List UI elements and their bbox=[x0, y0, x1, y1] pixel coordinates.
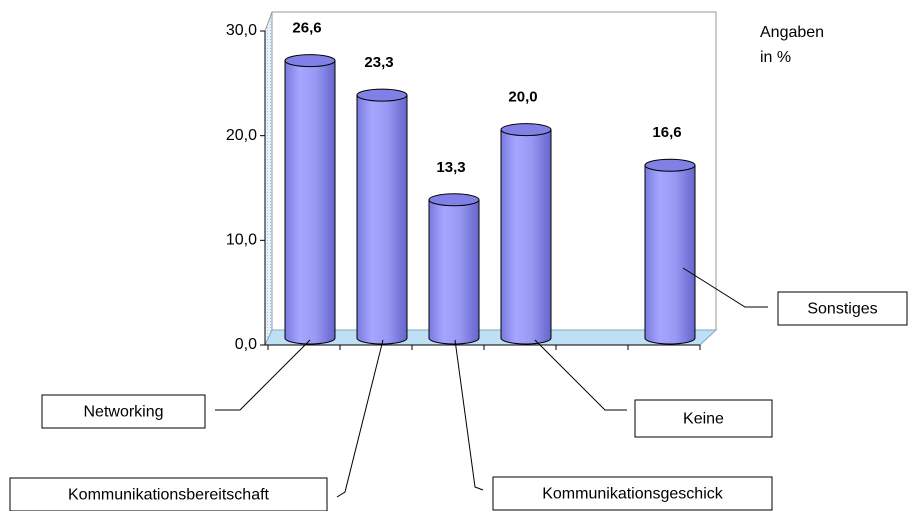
back-wall bbox=[271, 11, 717, 331]
category-label: Kommunikationsgeschick bbox=[542, 486, 724, 503]
annotation: Angaben bbox=[760, 24, 824, 41]
value-label: 23,3 bbox=[364, 54, 393, 71]
value-label: 16,6 bbox=[652, 124, 681, 141]
callout-box bbox=[777, 291, 908, 326]
bar-top bbox=[284, 54, 336, 68]
callout-box bbox=[9, 477, 328, 511]
bar bbox=[428, 199, 480, 345]
bar bbox=[284, 60, 336, 345]
annotation: in % bbox=[760, 49, 791, 66]
bar-top bbox=[500, 123, 552, 137]
bar-top bbox=[644, 158, 696, 172]
bar bbox=[644, 165, 696, 345]
callout-box bbox=[41, 394, 206, 429]
y-tick-label: 30,0 bbox=[226, 22, 257, 39]
callout-line bbox=[215, 339, 311, 411]
side-wall bbox=[264, 11, 273, 346]
callout-line bbox=[682, 267, 768, 308]
category-label: Sonstiges bbox=[807, 301, 877, 318]
category-label: Kommunikationsbereitschaft bbox=[68, 487, 270, 504]
category-label: Keine bbox=[683, 411, 724, 428]
value-label: 26,6 bbox=[292, 20, 321, 37]
bar bbox=[500, 129, 552, 345]
callout-line bbox=[534, 339, 627, 411]
callout-line bbox=[336, 339, 384, 498]
callout-line bbox=[454, 339, 484, 491]
bar-top bbox=[428, 193, 480, 207]
callout-box bbox=[492, 476, 773, 511]
category-label: Networking bbox=[83, 404, 163, 421]
callout-box bbox=[634, 399, 773, 438]
bar-top bbox=[356, 88, 408, 102]
y-tick-label: 0,0 bbox=[235, 336, 257, 353]
value-label: 13,3 bbox=[436, 159, 465, 176]
bar bbox=[356, 95, 408, 345]
y-tick-label: 20,0 bbox=[226, 127, 257, 144]
value-label: 20,0 bbox=[508, 89, 537, 106]
y-tick-label: 10,0 bbox=[226, 232, 257, 249]
